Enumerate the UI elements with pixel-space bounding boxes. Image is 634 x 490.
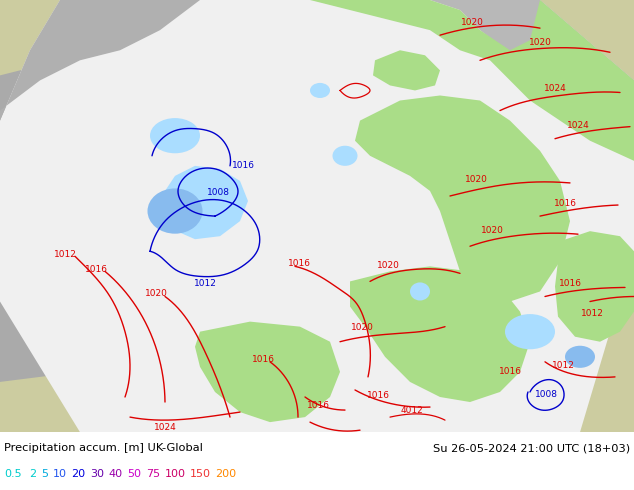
Text: Precipitation accum. [m] UK-Global: Precipitation accum. [m] UK-Global	[4, 443, 203, 453]
Text: 1020: 1020	[145, 289, 167, 298]
Text: 1016: 1016	[559, 279, 581, 288]
Ellipse shape	[150, 118, 200, 153]
Polygon shape	[0, 0, 200, 121]
Text: 1024: 1024	[153, 423, 176, 432]
Polygon shape	[430, 0, 634, 111]
Text: 1024: 1024	[543, 84, 566, 93]
Text: 75: 75	[146, 469, 160, 479]
Text: 1020: 1020	[465, 175, 488, 184]
Text: 1020: 1020	[460, 18, 484, 26]
Ellipse shape	[332, 146, 358, 166]
Polygon shape	[350, 267, 530, 402]
Text: 4012: 4012	[401, 406, 424, 415]
Text: 1016: 1016	[553, 198, 576, 208]
Text: 1020: 1020	[481, 226, 503, 235]
Text: 1008: 1008	[207, 189, 230, 197]
Ellipse shape	[505, 314, 555, 349]
Text: 2: 2	[29, 469, 37, 479]
Text: 1012: 1012	[552, 361, 574, 370]
Polygon shape	[0, 0, 634, 432]
Ellipse shape	[565, 346, 595, 368]
Text: 20: 20	[72, 469, 86, 479]
Text: 1020: 1020	[377, 261, 399, 270]
Polygon shape	[200, 0, 634, 91]
Polygon shape	[373, 50, 440, 91]
Polygon shape	[195, 321, 340, 422]
Text: 200: 200	[216, 469, 236, 479]
Polygon shape	[555, 231, 634, 342]
Ellipse shape	[410, 282, 430, 300]
Text: 1016: 1016	[84, 265, 108, 274]
Text: 30: 30	[90, 469, 104, 479]
Text: 1020: 1020	[351, 323, 373, 332]
Text: 5: 5	[41, 469, 48, 479]
Text: 1012: 1012	[581, 309, 604, 318]
Text: 1012: 1012	[193, 279, 216, 288]
Text: 1016: 1016	[252, 355, 275, 364]
Polygon shape	[0, 372, 200, 432]
Text: 1020: 1020	[529, 38, 552, 47]
Ellipse shape	[310, 83, 330, 98]
Polygon shape	[540, 0, 634, 432]
Text: 1016: 1016	[287, 259, 311, 268]
Text: 1016: 1016	[306, 400, 330, 410]
Polygon shape	[355, 96, 570, 301]
Text: 1012: 1012	[53, 250, 77, 259]
Text: 100: 100	[165, 469, 186, 479]
Text: Su 26-05-2024 21:00 UTC (18+03): Su 26-05-2024 21:00 UTC (18+03)	[433, 443, 630, 453]
Text: 1024: 1024	[567, 121, 590, 130]
Polygon shape	[310, 0, 634, 161]
Text: 1008: 1008	[534, 391, 557, 399]
Text: 0.5: 0.5	[4, 469, 22, 479]
Text: 1016: 1016	[231, 161, 254, 171]
Polygon shape	[0, 0, 180, 75]
Text: 1016: 1016	[366, 392, 389, 400]
Text: 1016: 1016	[498, 368, 522, 376]
Text: 10: 10	[53, 469, 67, 479]
Polygon shape	[162, 166, 248, 239]
Ellipse shape	[148, 189, 202, 234]
Text: 40: 40	[109, 469, 123, 479]
Text: 50: 50	[127, 469, 141, 479]
Text: 150: 150	[190, 469, 211, 479]
